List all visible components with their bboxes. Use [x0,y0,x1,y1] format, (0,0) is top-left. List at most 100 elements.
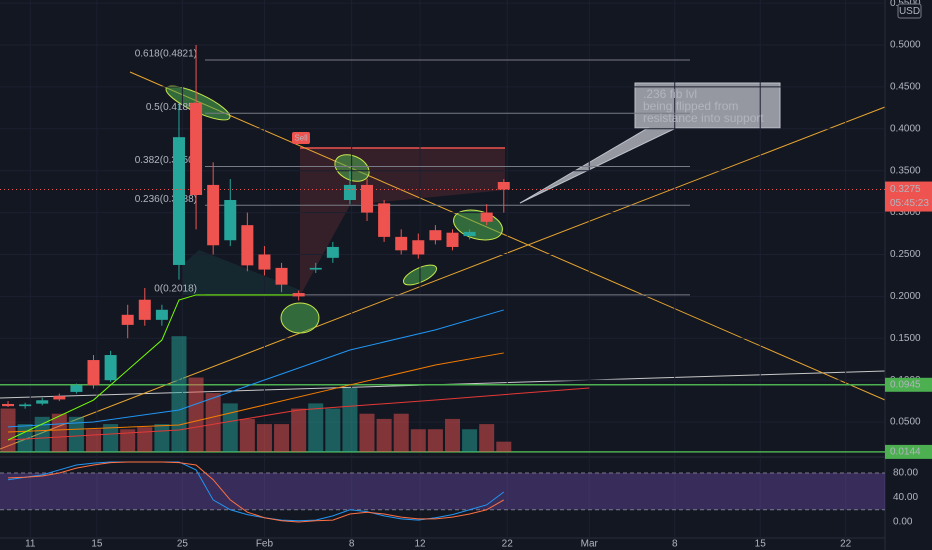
highlight [280,302,320,334]
sell-tag [292,132,310,144]
candle-body [53,396,66,400]
candle-body [343,184,356,201]
fib-label: 0.236(0.3088) [135,194,197,205]
volume-bar [86,429,102,452]
indicator-line [7,294,299,441]
volume-bar [410,429,426,452]
x-tick-label: 15 [91,539,103,550]
volume-bar [103,424,119,452]
sell-label: Sell [294,134,308,143]
x-tick-label: 25 [177,539,189,550]
candle-body [2,403,15,407]
currency-box [897,3,922,19]
candle-body [155,309,168,320]
annotation-line: .236 fib lvl [643,87,697,101]
indicator-line [8,309,504,428]
candle-body [190,102,203,195]
y-tick-label: 0.0500 [890,417,921,428]
volume-bar [17,424,33,452]
currency: USD [899,6,920,17]
candle-body [412,240,425,255]
volume-bar [342,387,358,452]
candle-body [224,200,237,241]
x-tick-label: 15 [755,539,767,550]
candle-body [463,231,476,237]
volume-bar [427,429,443,452]
candle-body [497,182,510,190]
candle-body [70,385,83,392]
volume-bar [393,413,409,452]
volume-bar [222,403,238,452]
volume-bar [137,427,153,452]
price-tag-label: 0.0144 [890,447,921,458]
x-tick-label: Feb [256,539,274,550]
candle-body [104,355,117,381]
y-tick-label: 0.4500 [890,82,921,93]
x-tick-label: 22 [840,539,852,550]
countdown: 05:45:23 [890,198,929,209]
candle-body [172,137,185,265]
candle-body [480,212,493,222]
y-tick-label: 0.4000 [890,123,921,134]
candle-body [292,293,305,297]
volume-bar [274,424,290,452]
rsi-line [7,461,505,522]
candle-body [36,400,49,404]
callout [519,82,781,204]
volume-bar [68,416,84,452]
candle-body [378,203,391,237]
candle-body [258,254,271,270]
candle-body [207,184,220,246]
annotation-line: being flipped from [643,99,738,113]
y-tick-label: 0.3000 [890,207,921,218]
volume-bar [291,408,307,452]
y-tick-label: 0.1500 [890,333,921,344]
fib-label: 0.5(0.4185) [146,102,197,113]
rsi-tick-label: 80.00 [893,468,918,479]
price-tag [885,377,932,392]
price-tag [885,444,932,459]
y-tick-label: 0.3500 [890,165,921,176]
green-zone [182,250,300,295]
volume-bar [120,429,136,452]
candle-body [446,232,459,247]
price-tag-label: 0.0945 [890,379,921,390]
annotation-line: resistance into support [643,111,764,125]
volume-bar [376,418,392,452]
volume-bar [325,408,341,452]
candle-body [121,314,134,325]
y-tick-label: 0.2000 [890,291,921,302]
volume-bar [171,336,187,452]
volume-bar [462,429,478,452]
volume-bar [34,416,50,452]
x-tick-label: Mar [581,539,599,550]
candle-body [326,246,339,258]
rsi-tick-label: 0.00 [893,517,913,528]
volume-bar [154,424,170,452]
candle-body [87,360,100,386]
fib-label: 0(0.2018) [154,284,197,295]
last-price-label: 0.3275 [890,184,921,195]
trendline [0,106,886,450]
volume-bar [359,413,375,452]
candle-body [275,267,288,285]
volume-bar [256,424,272,452]
volume-bar [479,424,495,452]
y-tick-label: 0.2500 [890,249,921,260]
x-tick-label: 8 [672,539,678,550]
candle-body [19,404,32,407]
x-tick-label: 11 [25,539,36,550]
candle-body [241,225,254,266]
rsi-tick-label: 40.00 [893,492,918,503]
rsi-band [0,472,885,510]
volume-bar [445,418,461,452]
x-tick-label: 22 [502,539,514,550]
volume-bar [239,418,255,452]
candle-body [361,184,374,213]
volume-bar [0,408,16,452]
volume-bar [188,377,204,452]
fib-label: 0.382(0.3550) [135,155,197,166]
